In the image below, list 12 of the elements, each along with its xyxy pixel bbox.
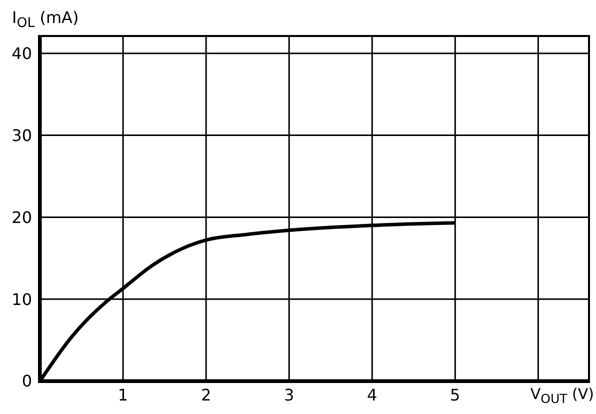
x-tick-label: 4	[367, 385, 378, 404]
y-tick-label: 30	[12, 126, 32, 145]
y-tick-label: 0	[22, 372, 32, 391]
x-tick-label: 2	[200, 385, 212, 404]
y-axis-title: I$_{OL}$ (mA)	[12, 8, 79, 32]
x-tick-label: 5	[450, 385, 460, 404]
x-tick-label: 3	[284, 385, 294, 404]
x-axis-title: V$_{OUT}$ (V)	[530, 385, 594, 406]
y-tick-label: 10	[12, 290, 32, 309]
x-tick-label: 1	[118, 385, 128, 404]
y-tick-label: 40	[12, 44, 32, 64]
y-tick-label: 20	[12, 208, 32, 227]
